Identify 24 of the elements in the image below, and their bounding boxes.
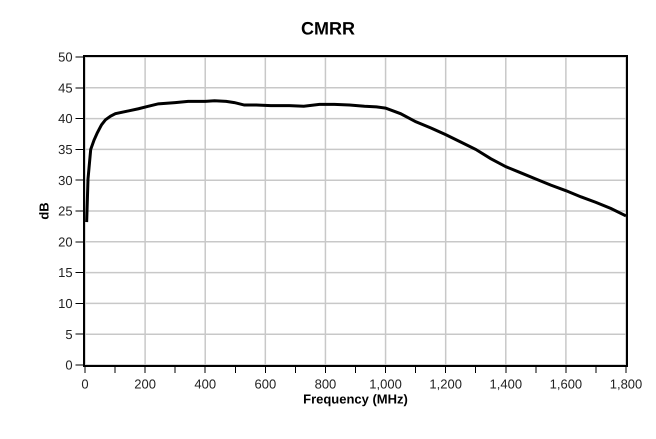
x-axis-title: Frequency (MHz) xyxy=(303,391,408,406)
y-tick-label: 25 xyxy=(58,204,73,219)
y-tick-label: 45 xyxy=(58,80,73,96)
y-tick-label: 0 xyxy=(65,358,73,373)
x-tick-label: 1,000 xyxy=(369,376,402,392)
y-tick-label: 10 xyxy=(58,296,73,311)
x-tick-label: 1,600 xyxy=(550,376,582,392)
chart-title: CMRR xyxy=(301,18,355,39)
x-tick-label: 1,400 xyxy=(490,376,522,392)
x-tick-label: 200 xyxy=(134,376,156,392)
x-tick-label: 800 xyxy=(314,376,336,392)
y-axis-title: dB xyxy=(36,202,52,220)
x-tick-label: 0 xyxy=(81,376,89,392)
y-tick-label: 5 xyxy=(65,326,73,342)
y-tick-label: 15 xyxy=(58,265,73,280)
x-tick-label: 400 xyxy=(194,376,216,392)
y-tick-label: 35 xyxy=(58,142,73,157)
x-tick-label: 1,800 xyxy=(610,376,642,392)
x-tick-label: 600 xyxy=(254,376,276,392)
y-tick-label: 30 xyxy=(58,172,73,188)
x-tick-label: 1,200 xyxy=(429,376,462,392)
y-tick-label: 40 xyxy=(58,111,73,126)
y-tick-label: 20 xyxy=(58,234,73,250)
y-tick-label: 50 xyxy=(58,50,73,65)
